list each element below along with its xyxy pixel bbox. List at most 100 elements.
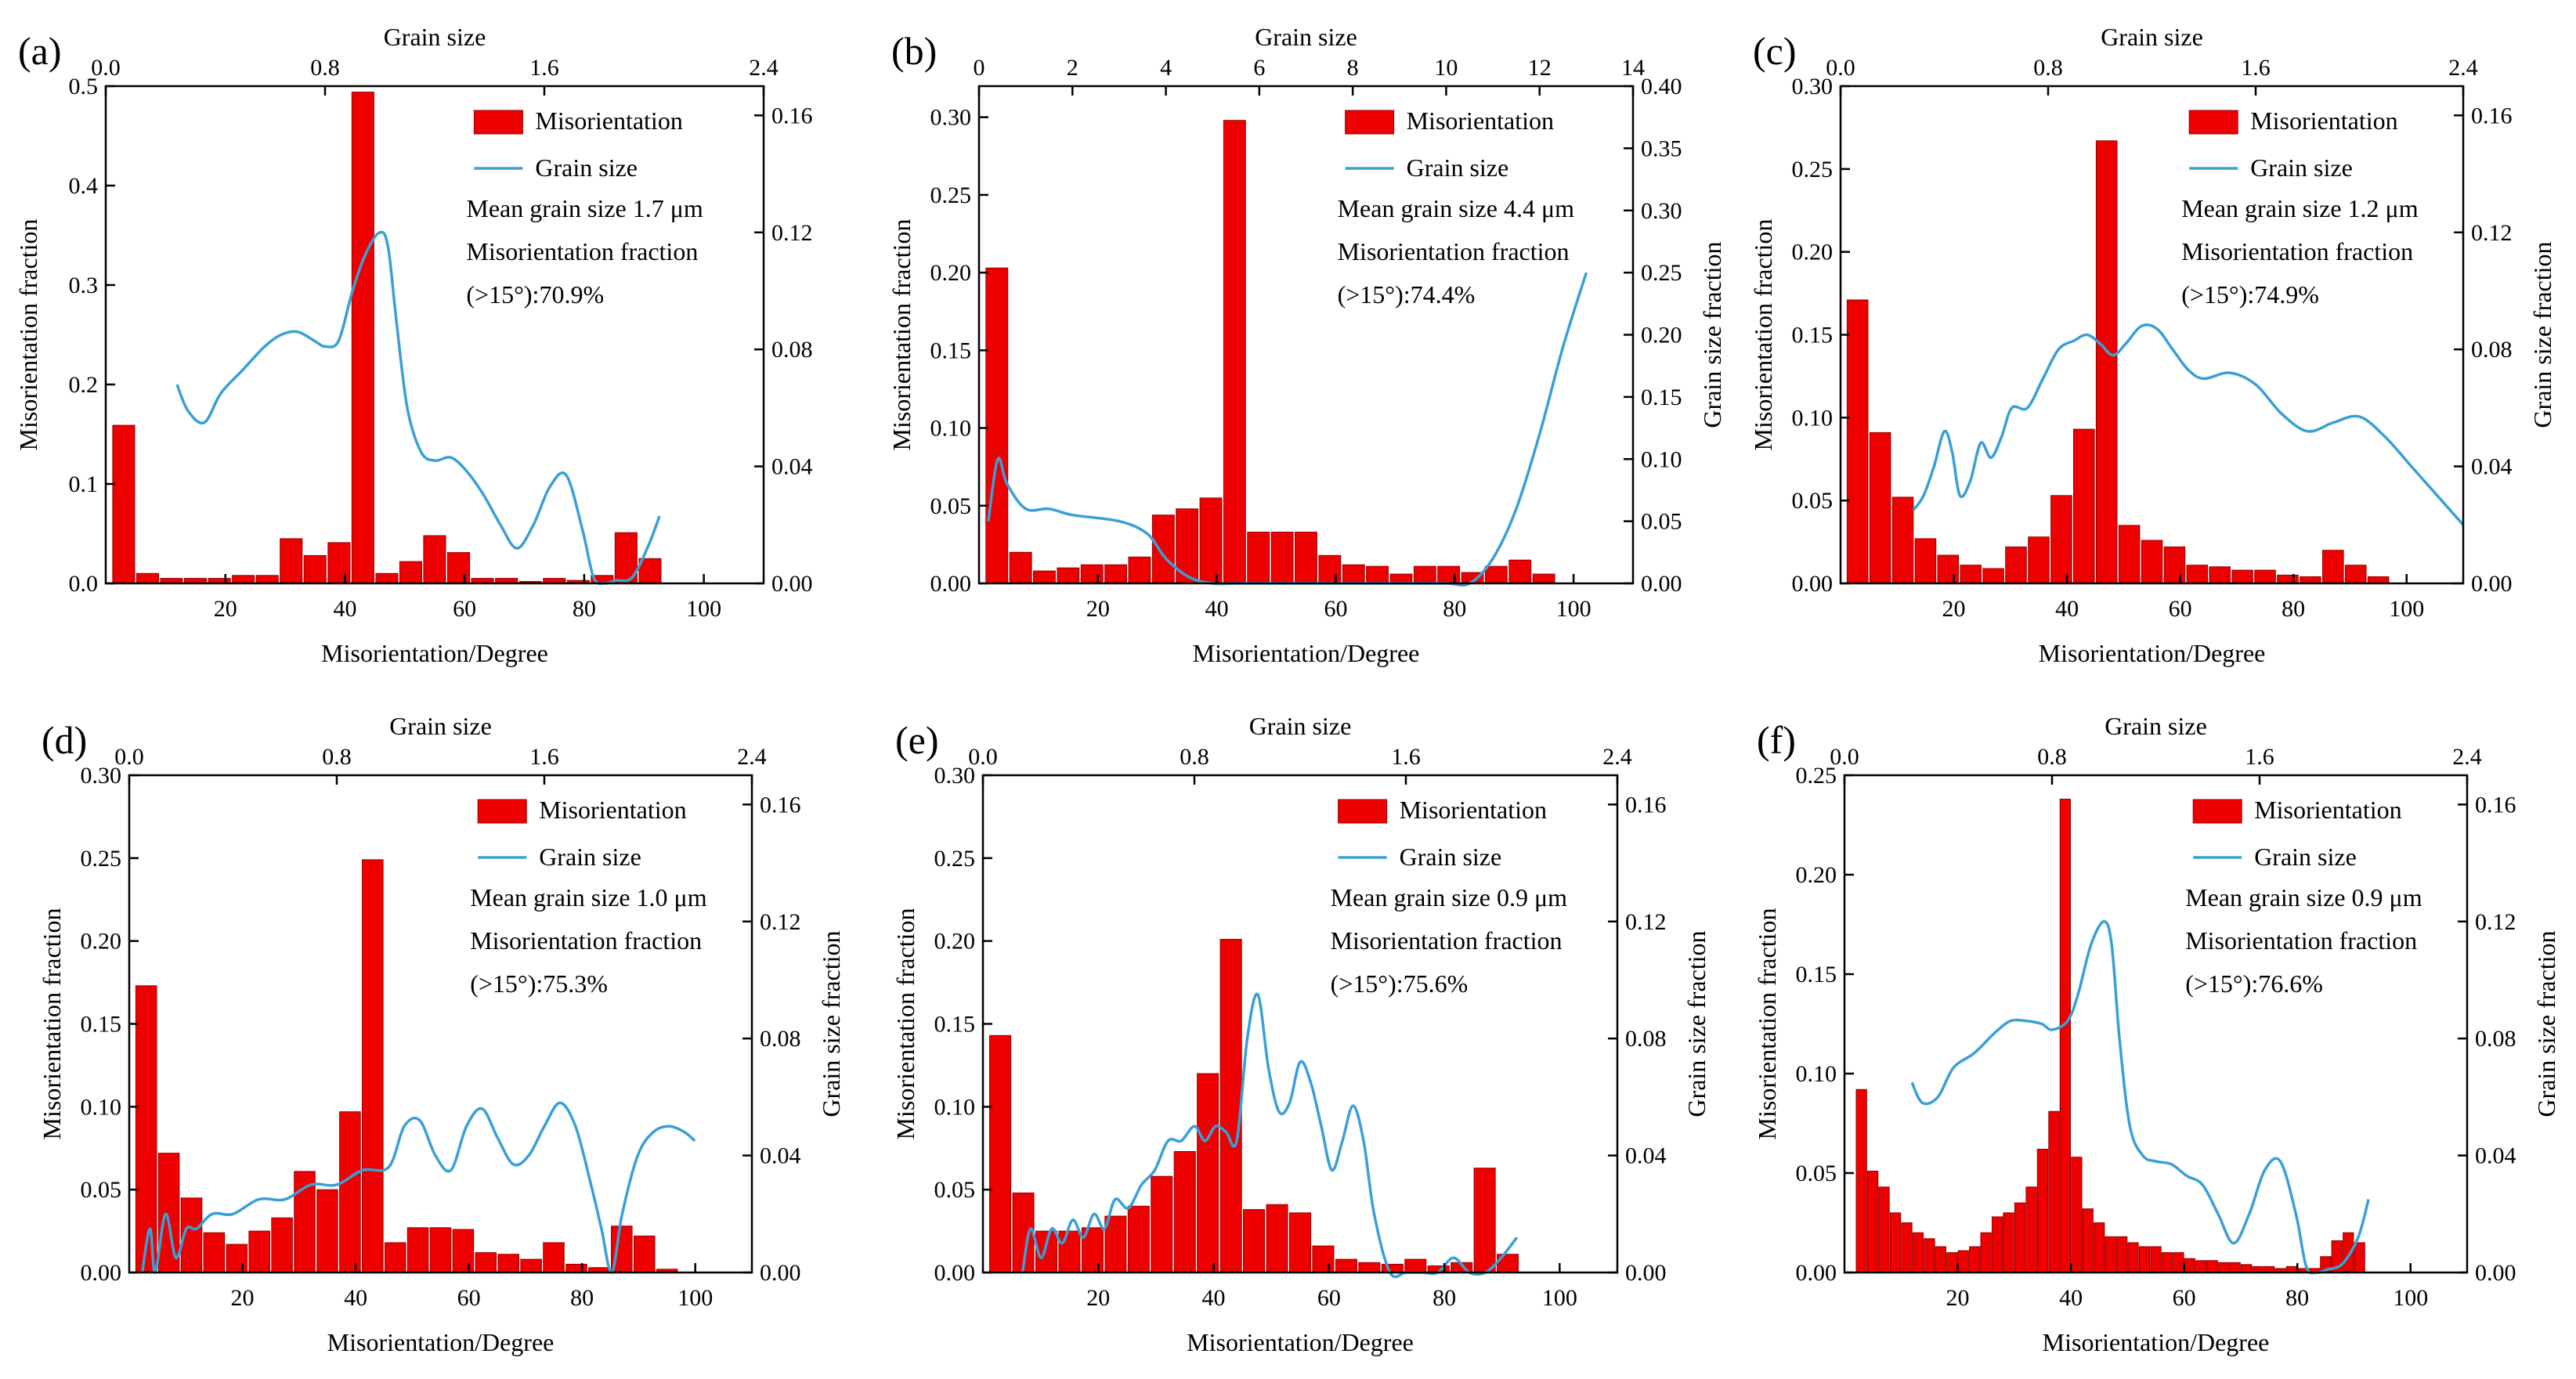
top-tick-label: 0 bbox=[974, 55, 985, 81]
top-tick-label: 2 bbox=[1067, 55, 1078, 81]
misorientation-bar bbox=[135, 572, 159, 584]
right-tick-label: 0.16 bbox=[1625, 792, 1667, 818]
right-tick-label: 0.12 bbox=[760, 909, 801, 935]
right-tick-label: 0.08 bbox=[1625, 1026, 1667, 1052]
misorientation-bar bbox=[2254, 569, 2276, 584]
right-tick-label: 0.16 bbox=[2475, 792, 2516, 818]
misorientation-bar bbox=[2367, 576, 2390, 584]
top-tick-label: 0.8 bbox=[322, 744, 352, 770]
y-axis-title: Misorientation fraction bbox=[891, 908, 919, 1140]
misorientation-bar bbox=[2025, 1186, 2037, 1273]
y-tick-label: 0.00 bbox=[934, 1260, 976, 1286]
misorientation-bar bbox=[1127, 1205, 1150, 1273]
misorientation-bar bbox=[2161, 1252, 2173, 1273]
right-tick-label: 0.00 bbox=[771, 571, 813, 597]
right-tick-label: 0.12 bbox=[1625, 909, 1667, 935]
misorientation-bar bbox=[1982, 568, 2004, 584]
x-tick-label: 40 bbox=[1205, 596, 1229, 622]
misorientation-bar bbox=[351, 92, 374, 584]
chart-panel: 20 40 60 80 100 0.0 0.8 1.6 2.4 0.0 0.1 0.2 0.3 0.4 0.… bbox=[14, 23, 813, 667]
x-tick-label: 80 bbox=[573, 596, 596, 622]
misorientation-bar bbox=[1081, 1227, 1104, 1273]
right-tick-label: 0.10 bbox=[1641, 446, 1682, 472]
misorientation-bar bbox=[280, 538, 303, 584]
right-tick-label: 0.20 bbox=[1641, 323, 1682, 348]
plot-frame bbox=[1839, 85, 2465, 585]
x-tick-label: 60 bbox=[453, 596, 476, 622]
top-tick-label: 0.0 bbox=[968, 744, 998, 770]
right-axis-title: Grain size fraction bbox=[1682, 930, 1711, 1117]
top-tick-label: 1.6 bbox=[2245, 744, 2274, 770]
misorientation-bar bbox=[1219, 939, 1242, 1273]
y-tick-label: 0.20 bbox=[930, 260, 972, 286]
misorientation-bar bbox=[2138, 1246, 2151, 1273]
y-tick-label: 0.05 bbox=[934, 1177, 976, 1203]
misorientation-bar bbox=[2150, 1246, 2162, 1273]
misorientation-bar bbox=[1173, 1151, 1196, 1273]
right-tick-label: 0.12 bbox=[2475, 909, 2516, 935]
top-tick-label: 14 bbox=[1621, 55, 1645, 81]
right-tick-label: 0.16 bbox=[760, 792, 801, 818]
misorientation-bar bbox=[1935, 1246, 1946, 1273]
misorientation-bar bbox=[2105, 1236, 2116, 1273]
y-tick-label: 0.25 bbox=[1796, 763, 1837, 789]
misorientation-bar bbox=[399, 561, 422, 584]
grain-size-line bbox=[140, 1101, 696, 1274]
annotation-text: Mean grain size 1.0 μm bbox=[470, 883, 707, 912]
x-tick-label: 60 bbox=[1324, 596, 1347, 622]
legend-label: Grain size bbox=[535, 153, 638, 182]
panel-letter: (b) bbox=[891, 29, 937, 73]
annotation-text: Misorientation fraction bbox=[2181, 237, 2413, 265]
misorientation-bar bbox=[611, 1226, 633, 1273]
y-tick-label: 0.15 bbox=[930, 338, 972, 363]
top-tick-label: 10 bbox=[1434, 55, 1458, 81]
y-tick-label: 0.20 bbox=[1796, 862, 1837, 888]
y-tick-label: 0.10 bbox=[1796, 1061, 1837, 1087]
y-tick-label: 0.15 bbox=[1796, 962, 1837, 987]
x-tick-label: 40 bbox=[1202, 1285, 1226, 1311]
y-tick-label: 0.4 bbox=[69, 173, 99, 199]
grain-size-line bbox=[1912, 323, 2465, 526]
chart-panel: 20 40 60 80 100 0.0 0.8 1.6 2.4 0.00 0.05 0.10 0.15 0… bbox=[1753, 712, 2560, 1356]
misorientation-bar bbox=[406, 1227, 429, 1273]
annotation-text: (>15°):75.6% bbox=[1331, 969, 1469, 998]
misorientation-bar bbox=[2048, 1110, 2060, 1273]
misorientation-bar bbox=[2209, 566, 2231, 584]
y-tick-label: 0.30 bbox=[934, 763, 976, 789]
y-tick-label: 0.15 bbox=[1792, 323, 1834, 348]
y-tick-label: 0.15 bbox=[81, 1012, 122, 1038]
y-tick-label: 0.30 bbox=[930, 105, 972, 131]
misorientation-bar bbox=[1484, 565, 1508, 584]
y-tick-label: 0.2 bbox=[69, 372, 99, 398]
misorientation-bar bbox=[638, 558, 662, 584]
misorientation-bar bbox=[303, 554, 327, 584]
misorientation-bar bbox=[2163, 546, 2186, 584]
misorientation-bar bbox=[327, 542, 351, 584]
plot-frame bbox=[104, 85, 765, 585]
misorientation-bar bbox=[2127, 1242, 2139, 1273]
misorientation-bar bbox=[2186, 565, 2209, 584]
annotation-text: (>15°):76.6% bbox=[2185, 969, 2323, 998]
y-tick-label: 0.20 bbox=[81, 929, 122, 955]
top-tick-label: 2.4 bbox=[2448, 55, 2478, 81]
y-tick-label: 0.10 bbox=[930, 416, 972, 442]
misorientation-bar bbox=[232, 575, 255, 584]
misorientation-bar bbox=[2094, 1222, 2105, 1273]
misorientation-bar bbox=[1969, 1246, 1981, 1273]
y-tick-label: 0.20 bbox=[934, 929, 976, 955]
misorientation-bar bbox=[2116, 1236, 2128, 1273]
misorientation-bar bbox=[2229, 1262, 2241, 1273]
right-tick-label: 0.35 bbox=[1641, 135, 1682, 161]
top-tick-label: 0.8 bbox=[310, 55, 340, 81]
panel-letter: (e) bbox=[895, 718, 939, 762]
y-axis-title: Misorientation fraction bbox=[38, 908, 66, 1140]
right-tick-label: 0.15 bbox=[1641, 384, 1682, 410]
misorientation-bar bbox=[520, 1258, 542, 1273]
misorientation-bar bbox=[362, 859, 384, 1273]
top-tick-label: 0.0 bbox=[91, 55, 121, 81]
misorientation-bar bbox=[1033, 570, 1056, 584]
top-tick-label: 2.4 bbox=[2452, 744, 2482, 770]
right-tick-label: 0.00 bbox=[760, 1260, 801, 1286]
misorientation-bar bbox=[1266, 1204, 1288, 1273]
x-tick-label: 100 bbox=[1542, 1285, 1577, 1311]
